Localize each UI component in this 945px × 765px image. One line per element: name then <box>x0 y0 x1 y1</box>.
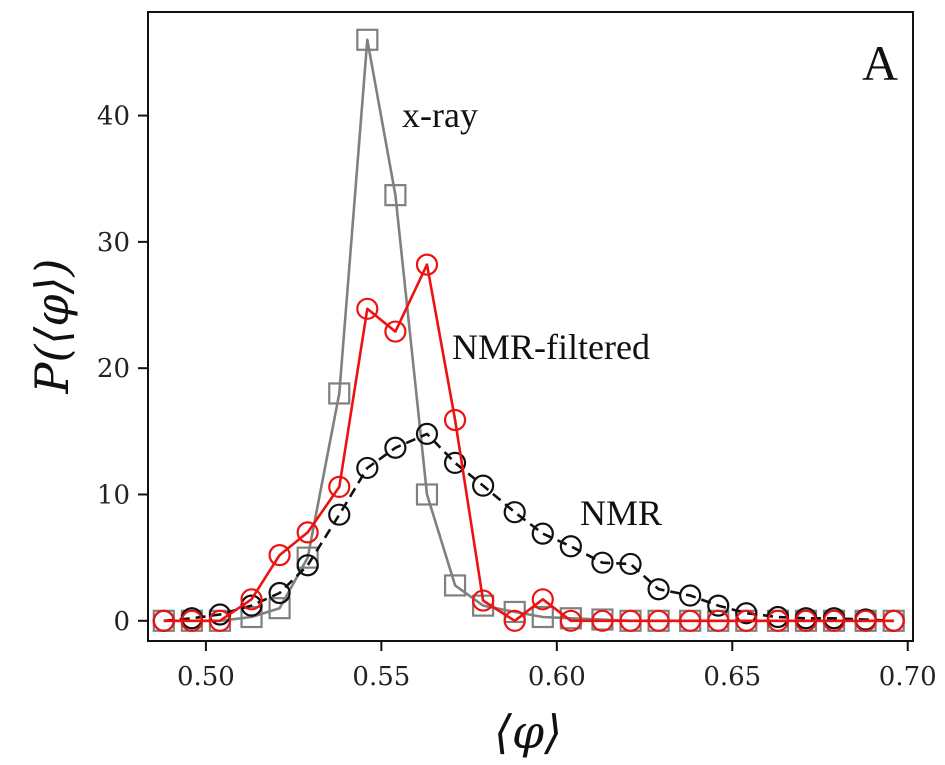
data-point-nmr <box>296 554 319 577</box>
data-point-nmr-filtered <box>794 609 818 632</box>
series-line-nmr <box>163 432 894 623</box>
data-point-x-ray <box>240 605 263 629</box>
data-point-nmr <box>679 584 702 607</box>
series-nmr <box>152 422 905 632</box>
data-point-nmr-filtered <box>328 475 351 499</box>
data-point-nmr <box>559 535 582 558</box>
y-tick-label: 20 <box>97 354 130 384</box>
x-tick-label: 0.65 <box>703 662 761 692</box>
data-point-nmr <box>531 522 554 545</box>
data-point-nmr <box>503 501 526 524</box>
data-point-nmr-filtered <box>443 408 467 432</box>
data-point-x-ray <box>384 184 407 207</box>
data-point-x-ray <box>531 605 554 629</box>
data-point-nmr-filtered <box>531 588 554 611</box>
data-point-nmr-filtered <box>647 609 670 632</box>
data-point-nmr-filtered <box>591 609 614 632</box>
annotation-x-ray: x-ray <box>402 95 478 135</box>
x-axis-label: ⟨φ⟩ <box>494 705 562 759</box>
data-point-nmr <box>707 594 730 617</box>
data-point-nmr-filtered <box>822 609 846 632</box>
y-tick-label: 10 <box>97 480 130 510</box>
data-point-nmr-filtered <box>415 253 439 276</box>
data-point-nmr-filtered <box>152 609 175 632</box>
plot-frame <box>147 11 914 642</box>
y-tick-label: 30 <box>97 228 130 258</box>
data-point-nmr <box>268 581 291 605</box>
panel-label: A <box>862 35 898 91</box>
annotation-nmr-filtered: NMR-filtered <box>452 327 650 367</box>
x-tick-label: 0.60 <box>528 662 586 692</box>
data-point-nmr <box>619 552 642 576</box>
data-point-nmr-filtered <box>503 609 526 632</box>
data-point-nmr-filtered <box>619 609 642 632</box>
data-point-nmr-filtered <box>854 609 877 632</box>
ticks-layer: 0.50 0.55 0.60 0.65 0.70 0 10 20 30 40 <box>97 102 937 692</box>
data-point-nmr <box>472 474 495 497</box>
x-tick-label: 0.50 <box>177 662 235 692</box>
data-point-x-ray <box>415 483 439 506</box>
data-point-nmr <box>415 422 439 445</box>
data-point-x-ray <box>443 574 467 597</box>
x-tick-label: 0.70 <box>879 662 937 692</box>
data-point-x-ray <box>268 597 291 620</box>
data-point-nmr <box>647 578 670 601</box>
data-point-nmr-filtered <box>679 609 702 632</box>
series-nmr-filtered <box>152 253 905 632</box>
data-point-nmr-filtered <box>208 609 232 632</box>
data-point-nmr-filtered <box>296 521 319 544</box>
data-point-nmr-filtered <box>766 609 789 632</box>
annotation-nmr: NMR <box>580 493 662 533</box>
data-point-x-ray <box>328 382 351 405</box>
data-point-x-ray <box>296 546 319 569</box>
data-point-nmr <box>356 456 379 480</box>
data-point-nmr-filtered <box>735 609 758 632</box>
data-point-nmr <box>384 436 407 459</box>
y-tick-label: 40 <box>97 102 130 132</box>
data-point-nmr-filtered <box>356 297 379 320</box>
data-point-nmr-filtered <box>180 609 203 632</box>
data-point-nmr <box>735 602 758 625</box>
data-point-nmr-filtered <box>707 609 730 632</box>
x-tick-label: 0.55 <box>352 662 410 692</box>
data-point-nmr-filtered <box>268 544 291 567</box>
y-tick-label: 0 <box>113 607 130 637</box>
data-point-x-ray <box>356 28 379 51</box>
data-point-nmr-filtered <box>559 609 582 632</box>
y-axis-label: P(⟨φ⟩) <box>25 259 79 395</box>
series-line-nmr-filtered <box>163 263 894 623</box>
data-point-nmr <box>591 551 614 574</box>
data-point-nmr-filtered <box>472 589 495 612</box>
data-point-nmr-filtered <box>384 320 407 343</box>
data-point-nmr <box>443 451 467 475</box>
data-point-nmr <box>328 503 351 526</box>
data-point-nmr-filtered <box>240 588 263 611</box>
series-layer <box>152 28 905 632</box>
data-point-nmr-filtered <box>882 609 905 632</box>
